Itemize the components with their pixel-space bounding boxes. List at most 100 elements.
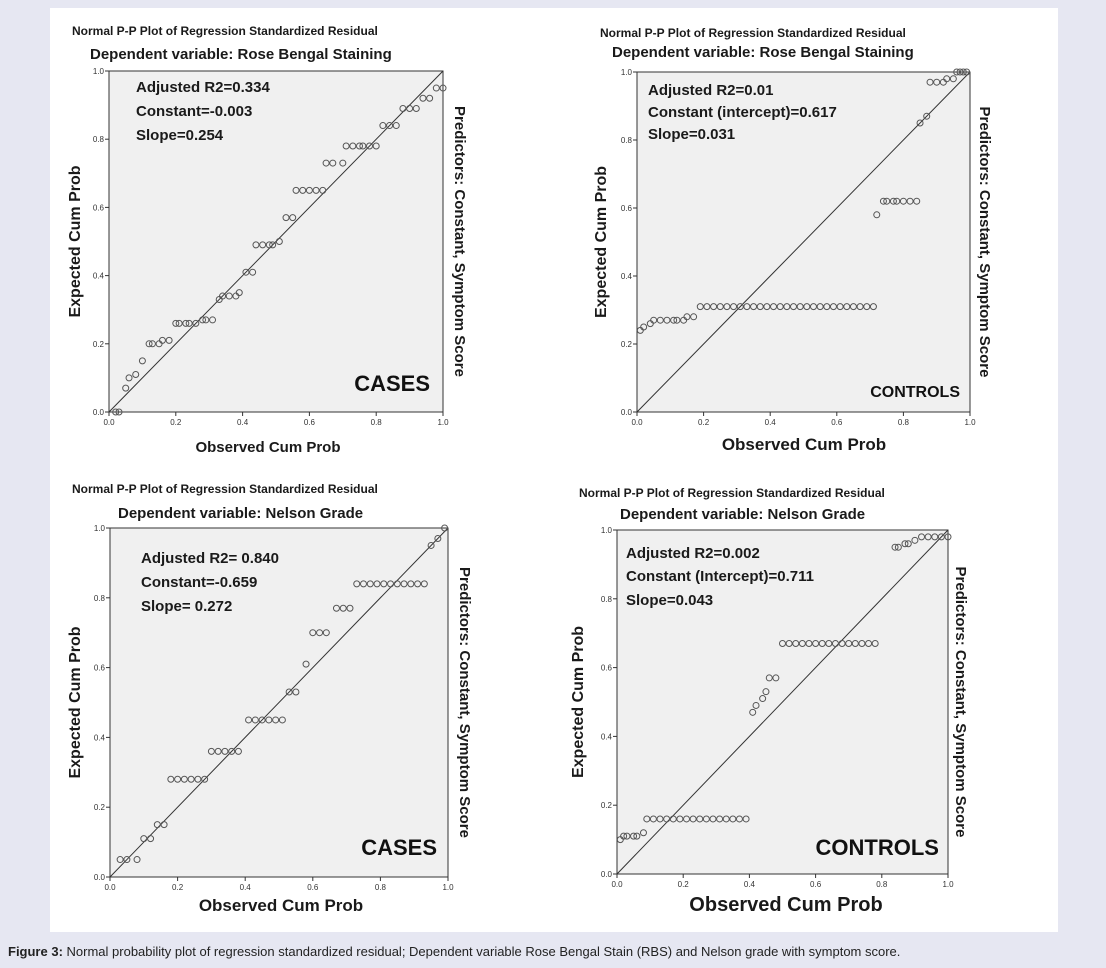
data-point [873,211,881,219]
data-point [702,815,710,823]
chart-subtitle: Dependent variable: Nelson Grade [620,506,865,523]
data-point [272,716,280,724]
y-tick-label: 0.0 [601,870,613,879]
data-point [207,747,215,755]
data-point [956,68,964,76]
data-point [849,303,857,311]
data-point [916,119,924,127]
y-tick-label: 1.0 [601,526,613,535]
data-point [756,303,764,311]
data-point [709,815,717,823]
data-point [843,303,851,311]
data-point [122,384,130,392]
x-tick-label: 0.2 [698,418,710,427]
data-point [349,142,357,150]
data-point [289,214,297,222]
data-point [426,94,434,102]
x-tick-label: 1.0 [442,883,454,892]
data-point [926,78,934,86]
data-point [234,747,242,755]
data-point [676,815,684,823]
y-axis-label: Expected Cum Prob [67,165,84,317]
data-point [329,159,337,167]
data-point [322,159,330,167]
pp-plot-3: Normal P-P Plot of Regression Standardiz… [67,482,473,915]
data-point [899,197,907,205]
data-point [765,674,773,682]
data-point [871,640,879,648]
data-point [640,323,648,331]
data-point [937,533,945,541]
data-point [785,640,793,648]
data-point [174,775,182,783]
data-point [752,701,760,709]
data-point [153,821,161,829]
stats-line: Constant (intercept)=0.617 [648,104,837,121]
y-tick-label: 0.4 [621,272,633,281]
predictors-label: Predictors: Constant, Symptom Score [976,107,993,378]
data-point [673,316,681,324]
data-point [192,319,200,327]
chart-title: Normal P-P Plot of Regression Standardiz… [579,486,885,500]
data-point [360,580,367,588]
x-axis-label: Observed Cum Prob [689,894,882,916]
data-point [643,815,651,823]
data-point [831,640,839,648]
data-point [194,775,202,783]
data-point [366,142,374,150]
data-point [312,186,320,194]
data-point [242,268,250,276]
chart-subtitle: Dependent variable: Rose Bengal Staining [612,44,914,61]
y-axis-label: Expected Cum Prob [570,626,587,778]
stats-line: Adjusted R2= 0.840 [141,550,279,567]
data-point [373,580,381,588]
data-point [158,336,166,344]
data-point [750,303,758,311]
data-point [918,533,926,541]
data-point [891,543,899,551]
data-point [729,815,737,823]
data-point [683,815,691,823]
data-point [165,336,173,344]
y-tick-label: 1.0 [94,524,106,533]
predictors-label: Predictors: Constant, Symptom Score [456,567,473,838]
data-point [770,303,778,311]
data-point [182,319,190,327]
data-point [302,660,310,668]
data-point [856,303,864,311]
data-point [650,316,658,324]
data-point [894,543,902,551]
data-point [623,832,631,840]
data-point [865,640,873,648]
data-point [332,604,340,612]
x-tick-label: 0.4 [240,883,252,892]
data-point [904,540,912,548]
stats-line: Constant=-0.003 [136,103,252,120]
data-point [845,640,853,648]
data-point [879,197,887,205]
data-point [439,84,447,92]
x-axis-label: Observed Cum Prob [722,435,886,454]
data-point [305,186,313,194]
data-point [889,197,897,205]
y-tick-label: 0.8 [621,136,633,145]
y-tick-label: 0.6 [601,664,613,673]
data-point [172,319,180,327]
data-point [282,214,290,222]
data-point [167,775,175,783]
data-point [112,408,120,416]
data-point [893,197,901,205]
data-point [798,640,806,648]
data-point [656,316,664,324]
data-point [823,303,831,311]
data-point [933,78,941,86]
data-point [356,142,363,150]
data-point [663,815,671,823]
data-point [160,821,168,829]
data-point [309,629,317,637]
figure-caption: Figure 3: Normal probability plot of reg… [8,944,1098,959]
y-axis-label: Expected Cum Prob [593,166,610,318]
data-point [393,580,401,588]
data-point [322,629,330,637]
x-tick-label: 0.8 [876,880,888,889]
